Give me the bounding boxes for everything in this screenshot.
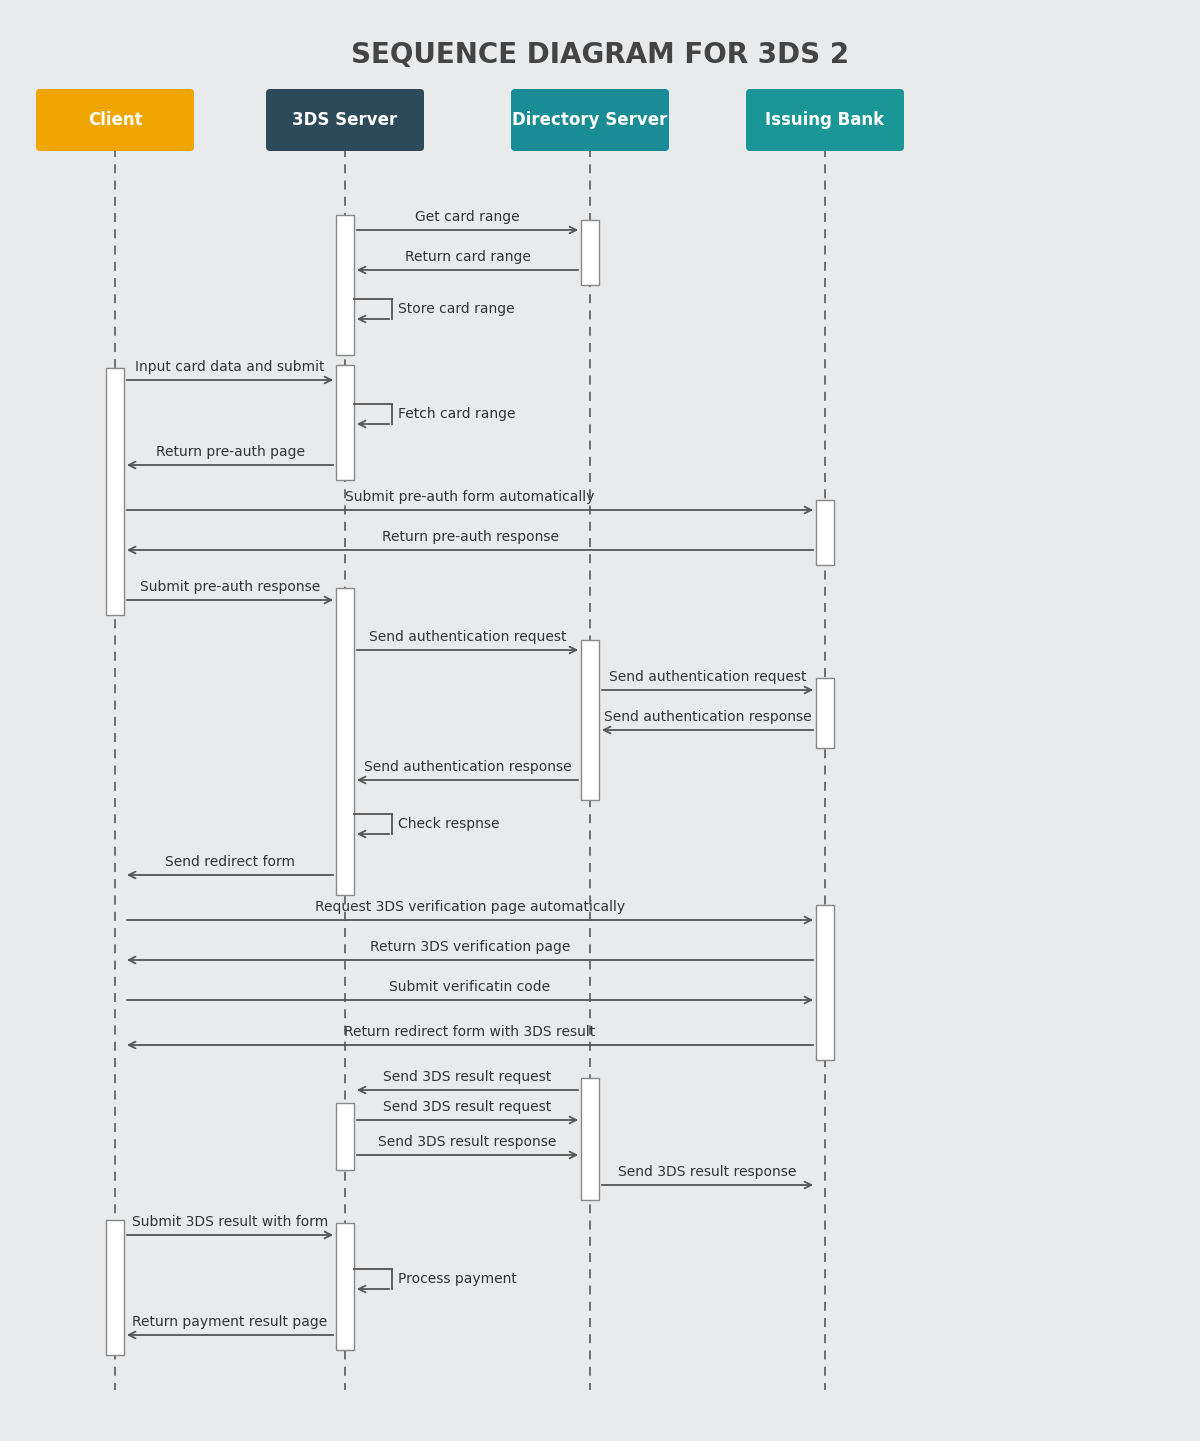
Text: Send authentication request: Send authentication request <box>608 670 806 684</box>
Text: Send authentication response: Send authentication response <box>604 710 811 723</box>
Bar <box>106 367 124 615</box>
FancyBboxPatch shape <box>511 89 670 151</box>
Bar <box>581 640 599 800</box>
Bar <box>336 588 354 895</box>
Text: Issuing Bank: Issuing Bank <box>766 111 884 130</box>
Text: Send 3DS result request: Send 3DS result request <box>383 1071 552 1084</box>
Text: Store card range: Store card range <box>398 303 515 316</box>
Text: SEQUENCE DIAGRAM FOR 3DS 2: SEQUENCE DIAGRAM FOR 3DS 2 <box>350 40 850 69</box>
Bar <box>581 220 599 285</box>
Text: Submit verificatin code: Submit verificatin code <box>390 980 551 994</box>
Text: Send redirect form: Send redirect form <box>166 855 295 869</box>
Text: Check respnse: Check respnse <box>398 817 499 831</box>
Bar <box>336 365 354 480</box>
Bar <box>816 679 834 748</box>
Bar <box>336 215 354 354</box>
Text: Return pre-auth response: Return pre-auth response <box>382 530 558 545</box>
Text: Request 3DS verification page automatically: Request 3DS verification page automatica… <box>314 901 625 914</box>
Text: Return redirect form with 3DS result: Return redirect form with 3DS result <box>344 1025 595 1039</box>
Text: Return pre-auth page: Return pre-auth page <box>156 445 305 460</box>
Text: Get card range: Get card range <box>415 210 520 223</box>
FancyBboxPatch shape <box>746 89 904 151</box>
Text: Send 3DS result request: Send 3DS result request <box>383 1099 552 1114</box>
Bar <box>336 1223 354 1350</box>
Text: Return card range: Return card range <box>404 249 530 264</box>
Text: Return 3DS verification page: Return 3DS verification page <box>370 940 570 954</box>
Text: Send 3DS result response: Send 3DS result response <box>378 1136 557 1148</box>
Text: Send authentication request: Send authentication request <box>368 630 566 644</box>
Bar <box>336 1102 354 1170</box>
Text: Process payment: Process payment <box>398 1272 517 1285</box>
Text: Return payment result page: Return payment result page <box>132 1316 328 1329</box>
Text: Input card data and submit: Input card data and submit <box>136 360 325 375</box>
Text: Client: Client <box>88 111 143 130</box>
Text: Submit 3DS result with form: Submit 3DS result with form <box>132 1215 328 1229</box>
Text: Submit pre-auth form automatically: Submit pre-auth form automatically <box>346 490 595 504</box>
Bar <box>106 1221 124 1355</box>
Bar <box>816 905 834 1061</box>
Text: Fetch card range: Fetch card range <box>398 406 516 421</box>
FancyBboxPatch shape <box>36 89 194 151</box>
Bar <box>581 1078 599 1200</box>
Text: Send authentication response: Send authentication response <box>364 759 571 774</box>
Text: 3DS Server: 3DS Server <box>293 111 397 130</box>
FancyBboxPatch shape <box>266 89 424 151</box>
Text: Send 3DS result response: Send 3DS result response <box>618 1164 797 1179</box>
Bar <box>816 500 834 565</box>
Text: Submit pre-auth response: Submit pre-auth response <box>140 579 320 594</box>
Text: Directory Server: Directory Server <box>512 111 667 130</box>
